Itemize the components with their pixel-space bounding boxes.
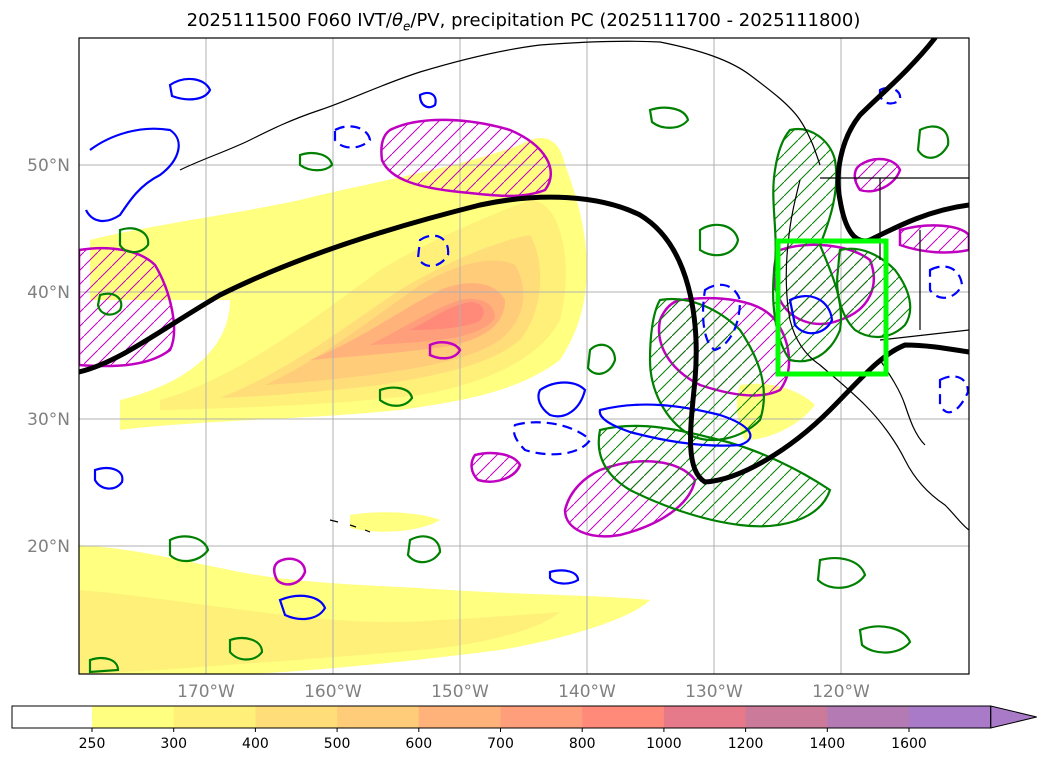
colorbar-tick-label: 300 [160, 736, 187, 752]
theta-blue-s4 [418, 91, 437, 109]
theta-green-south [597, 424, 832, 528]
theta-blue-north [168, 77, 212, 101]
pv-contour-northeast [853, 157, 902, 193]
theta-blue-bay [788, 295, 834, 335]
colorbar-segment [909, 706, 992, 728]
theta-green-b3 [816, 557, 867, 589]
lat-label-40: 40°N [27, 283, 70, 303]
title-theta: θ [391, 10, 403, 31]
colorbar: 250 300 400 500 600 700 800 1000 1200 1400 1600 [11, 705, 1037, 752]
theta-blue-s3 [93, 466, 124, 490]
border-us-mexico [879, 329, 969, 341]
pv-contour-east [898, 224, 969, 254]
map-title: 2025111500 F060 IVT/θe/PV, precipitation… [0, 10, 1047, 34]
theta-green-b5 [168, 535, 210, 563]
theta-green-b12 [406, 535, 442, 564]
lat-label-50: 50°N [27, 156, 70, 176]
lon-label-120w: 120°W [812, 682, 870, 702]
colorbar-segment [745, 706, 828, 728]
colorbar-segment [663, 706, 747, 728]
colorbar-segment [337, 706, 420, 728]
coast-alaska [179, 40, 821, 171]
colorbar-tick-label: 1600 [891, 736, 927, 752]
ivt-contour-main [79, 194, 969, 485]
theta-blue-mid [537, 381, 587, 418]
theta-blue-dashed-7 [938, 375, 969, 414]
colorbar-tick-label: 400 [242, 736, 269, 752]
theta-green-b4 [378, 386, 414, 407]
colorbar-segment [500, 706, 583, 728]
colorbar-tick-label: 700 [487, 736, 514, 752]
colorbar-tick-label: 1400 [809, 736, 845, 752]
ivt-contour-north [835, 38, 969, 244]
theta-green-b7 [648, 106, 690, 129]
colorbar-segment [255, 706, 338, 728]
lon-label-160w: 160°W [304, 682, 362, 702]
theta-green-b1 [698, 223, 740, 257]
lat-label-30: 30°N [27, 410, 70, 430]
ivt-threshold-contours [79, 38, 969, 485]
map-frame [78, 37, 970, 675]
theta-green-b8 [916, 125, 950, 159]
colorbar-segment [92, 706, 175, 728]
title-prefix: 2025111500 F060 IVT/ [186, 10, 392, 31]
colorbar-segment [418, 706, 501, 728]
colorbar-tick-label: 1200 [728, 736, 764, 752]
pv-contour-small-3 [272, 557, 307, 586]
lon-label-170w: 170°W [177, 682, 235, 702]
lon-label-140w: 140°W [558, 682, 616, 702]
theta-green-b10 [118, 227, 150, 254]
theta-blue-dashed-4 [701, 283, 742, 352]
title-theta-subscript: e [403, 19, 411, 34]
ivt-band-800 [410, 302, 484, 330]
pv-contour-north-pacific [380, 118, 552, 198]
theta-blue-dashed-2 [416, 234, 450, 267]
theta-green-b2 [586, 343, 617, 375]
colorbar-tick-label: 500 [324, 736, 351, 752]
lon-label-130w: 130°W [685, 682, 743, 702]
coast-west-us [785, 179, 969, 531]
theta-blue-dashed-1 [333, 125, 372, 149]
colorbar-outline [11, 705, 992, 729]
theta-blue-s2 [548, 569, 580, 585]
colorbar-tick-label: 600 [405, 736, 432, 752]
ivt-island-band [350, 512, 440, 532]
longitude-labels: 170°W 160°W 150°W 140°W 130°W 120°W [177, 682, 870, 702]
theta-blue-dashed-3 [512, 421, 592, 456]
ivt-southern-band-300 [79, 590, 560, 674]
colorbar-segment [582, 706, 665, 728]
theta-green-b9 [96, 292, 123, 316]
islands-hawaii [329, 519, 371, 533]
theta-blue-s1 [278, 594, 327, 621]
pv-contour-small-1 [470, 451, 522, 483]
theta-e-negative-contours [85, 77, 834, 621]
theta-blue-west [85, 127, 180, 223]
region-highlight-box [775, 238, 889, 377]
coast-baja [879, 359, 926, 446]
colorbar-tick-label: 250 [79, 736, 106, 752]
title-suffix: /PV, precipitation PC (2025111700 - 2025… [410, 10, 861, 31]
colorbar-segment [173, 706, 256, 728]
colorbar-segment [12, 706, 93, 728]
theta-green-b11 [298, 151, 334, 172]
lat-label-20: 20°N [27, 537, 70, 557]
colorbar-tick-label: 800 [569, 736, 596, 752]
theta-green-pacific [648, 297, 765, 442]
colorbar-tick-label: 1000 [646, 736, 682, 752]
theta-green-b14 [88, 656, 120, 674]
lon-label-150w: 150°W [431, 682, 489, 702]
pv-contour-small-2 [428, 341, 462, 360]
latitude-labels: 50°N 40°N 30°N 20°N [27, 156, 70, 557]
theta-green-b13 [228, 636, 264, 661]
colorbar-segment [827, 706, 910, 728]
theta-green-b6 [858, 625, 912, 654]
theta-blue-southeast [598, 403, 752, 447]
map-content [79, 38, 969, 674]
colorbar-extension [990, 705, 1037, 729]
coastlines [179, 40, 969, 533]
